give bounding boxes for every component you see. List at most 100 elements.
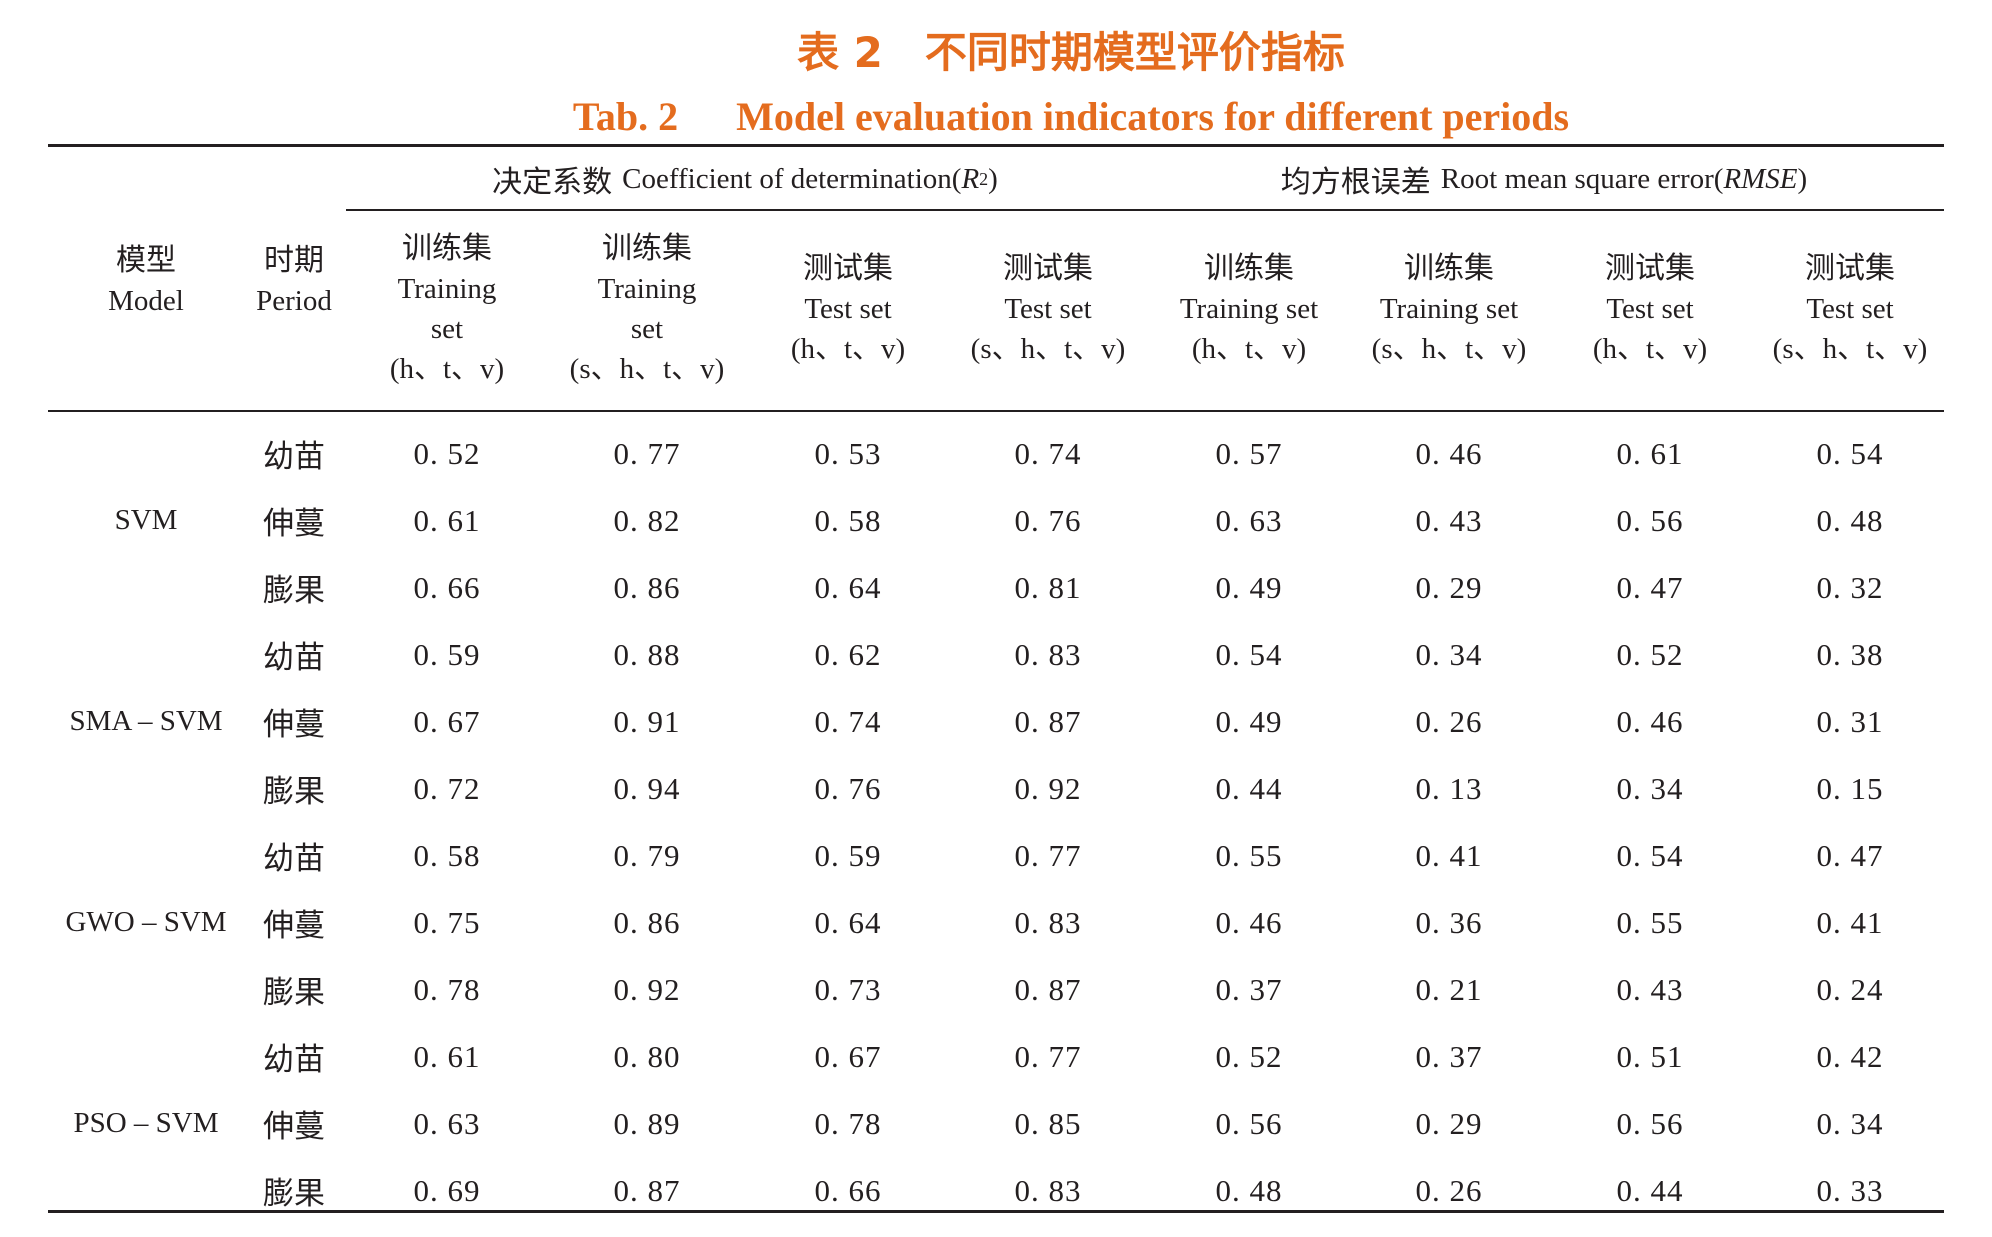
value-cell: 0. 72 [413,770,481,806]
value-cell: 0. 77 [1014,1038,1082,1074]
period-cell: 伸蔓 [263,506,325,542]
column-header-vars: (s、h、t、v) [970,333,1126,365]
value-cell: 0. 46 [1415,435,1483,471]
table-title-en: Model evaluation indicators for differen… [736,94,1570,139]
value-cell: 0. 13 [1415,770,1483,806]
value-cell: 0. 49 [1215,569,1283,605]
group-header-rmse-symbol: RMSE [1723,162,1798,195]
column-header-4: 测试集 Test set (s、h、t、v) [950,215,1146,403]
group-header-rule [346,209,1944,211]
column-header-period-cn: 时期 [264,243,324,278]
value-cell: 0. 83 [1014,1172,1082,1208]
value-cell: 0. 26 [1415,703,1483,739]
header-bottom-rule [48,410,1944,412]
value-cell: 0. 58 [413,837,481,873]
value-cell: 0. 87 [1014,703,1082,739]
column-header-1: 训练集 Training set (h、t、v) [349,215,545,403]
value-cell: 0. 82 [613,502,681,538]
column-header-en: Training set [1379,293,1519,325]
column-header-vars: (h、t、v) [389,353,505,385]
value-cell: 0. 77 [613,435,681,471]
period-cell: 伸蔓 [263,707,325,743]
value-cell: 0. 51 [1616,1038,1684,1074]
value-cell: 0. 62 [814,636,882,672]
value-cell: 0. 56 [1616,1105,1684,1141]
column-header-8: 测试集 Test set (s、h、t、v) [1752,215,1948,403]
model-name-cell: SVM [114,504,178,536]
value-cell: 0. 81 [1014,569,1082,605]
group-header-rmse-cn: 均方根误差 [1280,165,1431,200]
value-cell: 0. 42 [1816,1038,1884,1074]
value-cell: 0. 76 [814,770,882,806]
value-cell: 0. 56 [1215,1105,1283,1141]
value-cell: 0. 67 [814,1038,882,1074]
period-cell: 伸蔓 [263,908,325,944]
value-cell: 0. 88 [613,636,681,672]
column-header-en: Training [397,273,497,305]
value-cell: 0. 57 [1215,435,1283,471]
value-cell: 0. 64 [814,569,882,605]
value-cell: 0. 66 [413,569,481,605]
value-cell: 0. 46 [1215,904,1283,940]
value-cell: 0. 63 [413,1105,481,1141]
value-cell: 0. 43 [1616,971,1684,1007]
value-cell: 0. 54 [1816,435,1884,471]
column-header-model: 模型 Model [48,215,244,347]
group-header-rmse-close: ) [1797,162,1808,195]
table-number-en: Tab. 2 [572,94,679,139]
value-cell: 0. 74 [814,703,882,739]
column-header-vars: (s、h、t、v) [1371,333,1527,365]
period-cell: 幼苗 [263,640,325,676]
column-header-vars: (h、t、v) [1191,333,1307,365]
value-cell: 0. 64 [814,904,882,940]
value-cell: 0. 56 [1616,502,1684,538]
group-header-rmse-en: Root mean square error( [1440,162,1724,195]
value-cell: 0. 86 [613,569,681,605]
value-cell: 0. 24 [1816,971,1884,1007]
value-cell: 0. 91 [613,703,681,739]
model-name-cell: PSO – SVM [73,1107,219,1139]
value-cell: 0. 83 [1014,904,1082,940]
value-cell: 0. 55 [1215,837,1283,873]
group-header-r2-symbol: R [961,162,980,195]
value-cell: 0. 92 [1014,770,1082,806]
table-caption-cn: 表 2 不同时期模型评价指标 [0,22,1992,84]
value-cell: 0. 94 [613,770,681,806]
column-header-vars: (s、h、t、v) [1772,333,1928,365]
column-header-model-en: Model [108,285,184,317]
value-cell: 0. 37 [1415,1038,1483,1074]
value-cell: 0. 44 [1616,1172,1684,1208]
value-cell: 0. 36 [1415,904,1483,940]
value-cell: 0. 49 [1215,703,1283,739]
column-header-en: set [630,313,664,345]
value-cell: 0. 34 [1816,1105,1884,1141]
value-cell: 0. 46 [1616,703,1684,739]
value-cell: 0. 52 [413,435,481,471]
table-title-cn: 不同时期模型评价指标 [924,28,1345,77]
value-cell: 0. 47 [1816,837,1884,873]
table-number-cn: 表 2 [797,28,883,77]
value-cell: 0. 37 [1215,971,1283,1007]
column-header-cn: 测试集 [803,251,893,286]
value-cell: 0. 89 [613,1105,681,1141]
value-cell: 0. 29 [1415,569,1483,605]
column-header-en: set [430,313,464,345]
value-cell: 0. 38 [1816,636,1884,672]
column-header-2: 训练集 Training set (s、h、t、v) [549,215,745,403]
column-header-en: Test set [1606,293,1694,325]
value-cell: 0. 26 [1415,1172,1483,1208]
value-cell: 0. 29 [1415,1105,1483,1141]
top-rule [48,144,1944,147]
column-header-6: 训练集 Training set (s、h、t、v) [1351,215,1547,403]
column-header-en: Test set [804,293,892,325]
column-header-cn: 训练集 [602,231,692,266]
value-cell: 0. 83 [1014,636,1082,672]
column-header-cn: 测试集 [1805,251,1895,286]
value-cell: 0. 41 [1816,904,1884,940]
column-header-cn: 测试集 [1605,251,1695,286]
period-cell: 膨果 [263,1176,325,1212]
model-name-cell: GWO – SVM [65,906,227,938]
column-header-model-cn: 模型 [116,243,176,278]
value-cell: 0. 66 [814,1172,882,1208]
group-header-r2-close: ) [988,162,998,195]
